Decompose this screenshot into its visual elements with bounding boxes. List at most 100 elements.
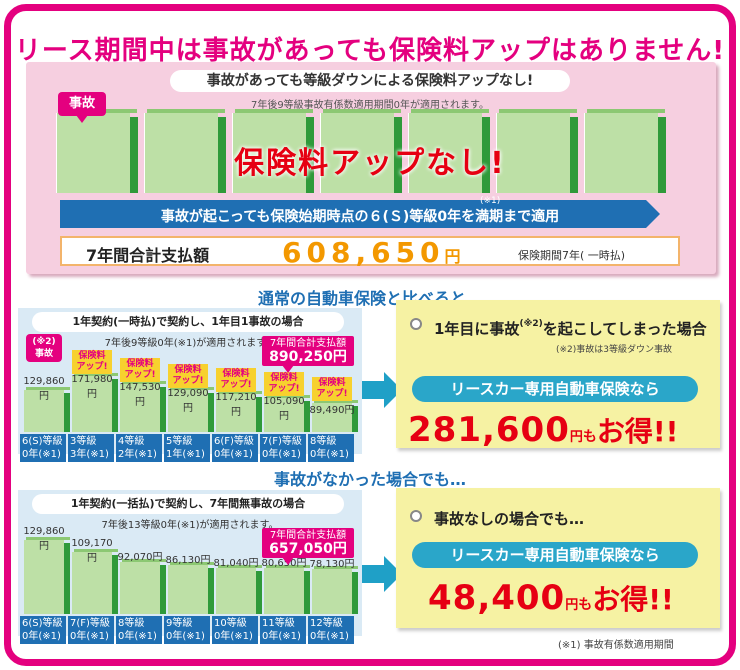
accident-card-line1: 1年目に事故(※2)を起こしてしまった場合 (434, 318, 707, 339)
grade-level: 12等級 (310, 618, 343, 629)
grade-label: 3等級 3年(※1) (68, 434, 114, 462)
bar (312, 566, 358, 614)
bar-value-label: 81,040円 (213, 558, 259, 569)
bar-value-label: 129,860円 (23, 526, 65, 552)
year-block (144, 109, 226, 193)
grade-level: 3等級 (70, 436, 97, 447)
bar (264, 565, 310, 614)
grade-label: 4等級 2年(※1) (116, 434, 162, 462)
grade-label: 6(S)等級 0年(※1) (20, 434, 66, 462)
year-block (496, 109, 578, 193)
accident-card-line1-note: (※2) (519, 319, 543, 329)
top-panel-title: 事故があっても等級ダウンによる保険料アップなし! (170, 70, 570, 92)
grade-years: 0年(※1) (118, 631, 157, 642)
total-note: 保険期間7年( 一時払) (518, 249, 626, 262)
bar (312, 400, 358, 432)
bar-value-label: 89,490円 (309, 405, 355, 416)
grade-level: 6(F)等級 (214, 436, 254, 447)
accident-pin-icon (410, 318, 422, 330)
grade-label: 8等級 0年(※1) (308, 434, 354, 462)
increase-tag-line1: 保険料 (126, 359, 154, 369)
grade-arrow (60, 200, 660, 228)
bar (120, 381, 166, 432)
accident-sum-value: 890,250円 (269, 349, 347, 365)
grade-label: 11等級 0年(※1) (260, 616, 306, 644)
grade-label: 6(F)等級 0年(※1) (212, 434, 258, 462)
bar-value-label: 109,170円 (71, 538, 113, 564)
no-accident-chart-title: 1年契約(一括払)で契約し、7年間無事故の場合 (32, 494, 344, 514)
grade-years: 0年(※1) (166, 631, 205, 642)
year-block (320, 109, 402, 193)
grade-years: 0年(※1) (22, 449, 61, 460)
accident-sum-tag: 7年間合計支払額 890,250円 (262, 336, 354, 373)
total-box (60, 236, 680, 266)
bar (24, 537, 70, 614)
grade-years: 0年(※1) (214, 631, 253, 642)
accident-card-line1-b: を起こしてしまった場合 (542, 320, 707, 338)
accident-save-yen: 円 (569, 430, 583, 445)
bar-value-label: 117,210円 (215, 392, 257, 418)
accident-badge-note: (※2) (32, 337, 56, 347)
no-accident-pin-icon (410, 510, 422, 522)
grade-years: 0年(※1) (262, 631, 301, 642)
bar-value-label: 129,090円 (167, 388, 209, 414)
grade-arrow-text: 事故が起こっても保険始期時点の６(Ｓ)等級0年を満期まで適用 (160, 209, 560, 225)
grade-level: 9等級 (166, 618, 193, 629)
increase-tag-line2: アップ! (124, 370, 156, 380)
no-accident-chart-subtitle: 7年後13等級0年(※1)が適用されます。 (101, 520, 279, 531)
grade-level: 5等級 (166, 436, 193, 447)
bar-value-label: 105,090円 (263, 396, 305, 422)
year-block (232, 109, 314, 193)
bar-value-label: 78,130円 (309, 559, 355, 570)
accident-badge: (※2) 事故 (26, 334, 62, 362)
accident-chart-title: 1年契約(一時払)で契約し、1年目1事故の場合 (32, 312, 344, 332)
grade-years: 0年(※1) (310, 449, 349, 460)
increase-tag: 保険料 アップ! (120, 358, 160, 382)
grade-label: 12等級 0年(※1) (308, 616, 354, 644)
increase-tag-line1: 保険料 (174, 365, 202, 375)
increase-tag-line1: 保険料 (222, 369, 250, 379)
increase-tag: 保険料 アップ! (312, 377, 352, 401)
accident-save-toku: お得!! (596, 415, 679, 448)
bar-value-label: 86,130円 (165, 555, 211, 566)
footnote: (※1) 事故有係数適用期間 (558, 640, 674, 651)
accident-tag: 事故 (58, 92, 106, 123)
grade-level: 7(F)等級 (262, 436, 302, 447)
grade-years: 0年(※1) (214, 449, 253, 460)
bar-value-label: 171,980円 (71, 374, 113, 400)
grade-years: 2年(※1) (118, 449, 157, 460)
grade-level: 8等級 (310, 436, 337, 447)
increase-tag-line1: 保険料 (318, 378, 346, 388)
year-block (584, 109, 666, 193)
bar-value-label: 92,070円 (117, 552, 163, 563)
no-accident-save-toku: お得!! (592, 583, 674, 616)
total-amount: 608,650 (282, 236, 445, 269)
grade-label: 10等級 0年(※1) (212, 616, 258, 644)
bar (168, 387, 214, 432)
increase-tag-line2: アップ! (172, 376, 204, 386)
bar (168, 562, 214, 614)
accident-save-mo: も (582, 429, 597, 445)
bar (264, 395, 310, 432)
bar (72, 373, 118, 432)
no-accident-sum-label: 7年間合計支払額 (269, 530, 347, 541)
grade-label: 8等級 0年(※1) (116, 616, 162, 644)
grade-years: 0年(※1) (310, 631, 349, 642)
year-block (56, 109, 138, 193)
accident-card-pill: リースカー専用自動車保険なら (412, 376, 698, 402)
no-accident-sum-value: 657,050円 (269, 541, 347, 557)
bar (216, 391, 262, 432)
top-panel-subtitle: 7年後9等級事故有係数適用期間0年が適用されます。 (250, 100, 490, 111)
grade-years: 3年(※1) (70, 449, 109, 460)
grade-level: 11等級 (262, 618, 295, 629)
increase-tag-line2: アップ! (316, 389, 348, 399)
increase-tag: 保険料 アップ! (216, 368, 256, 392)
no-accident-save-yen: 円 (565, 598, 579, 613)
increase-tag-line1: 保険料 (78, 351, 106, 361)
bar (216, 565, 262, 614)
bar (120, 559, 166, 614)
accident-card (396, 300, 720, 448)
no-accident-save-value: 48,400 (428, 578, 566, 618)
increase-tag-line1: 保険料 (270, 373, 298, 383)
increase-tag-line2: アップ! (268, 384, 300, 394)
